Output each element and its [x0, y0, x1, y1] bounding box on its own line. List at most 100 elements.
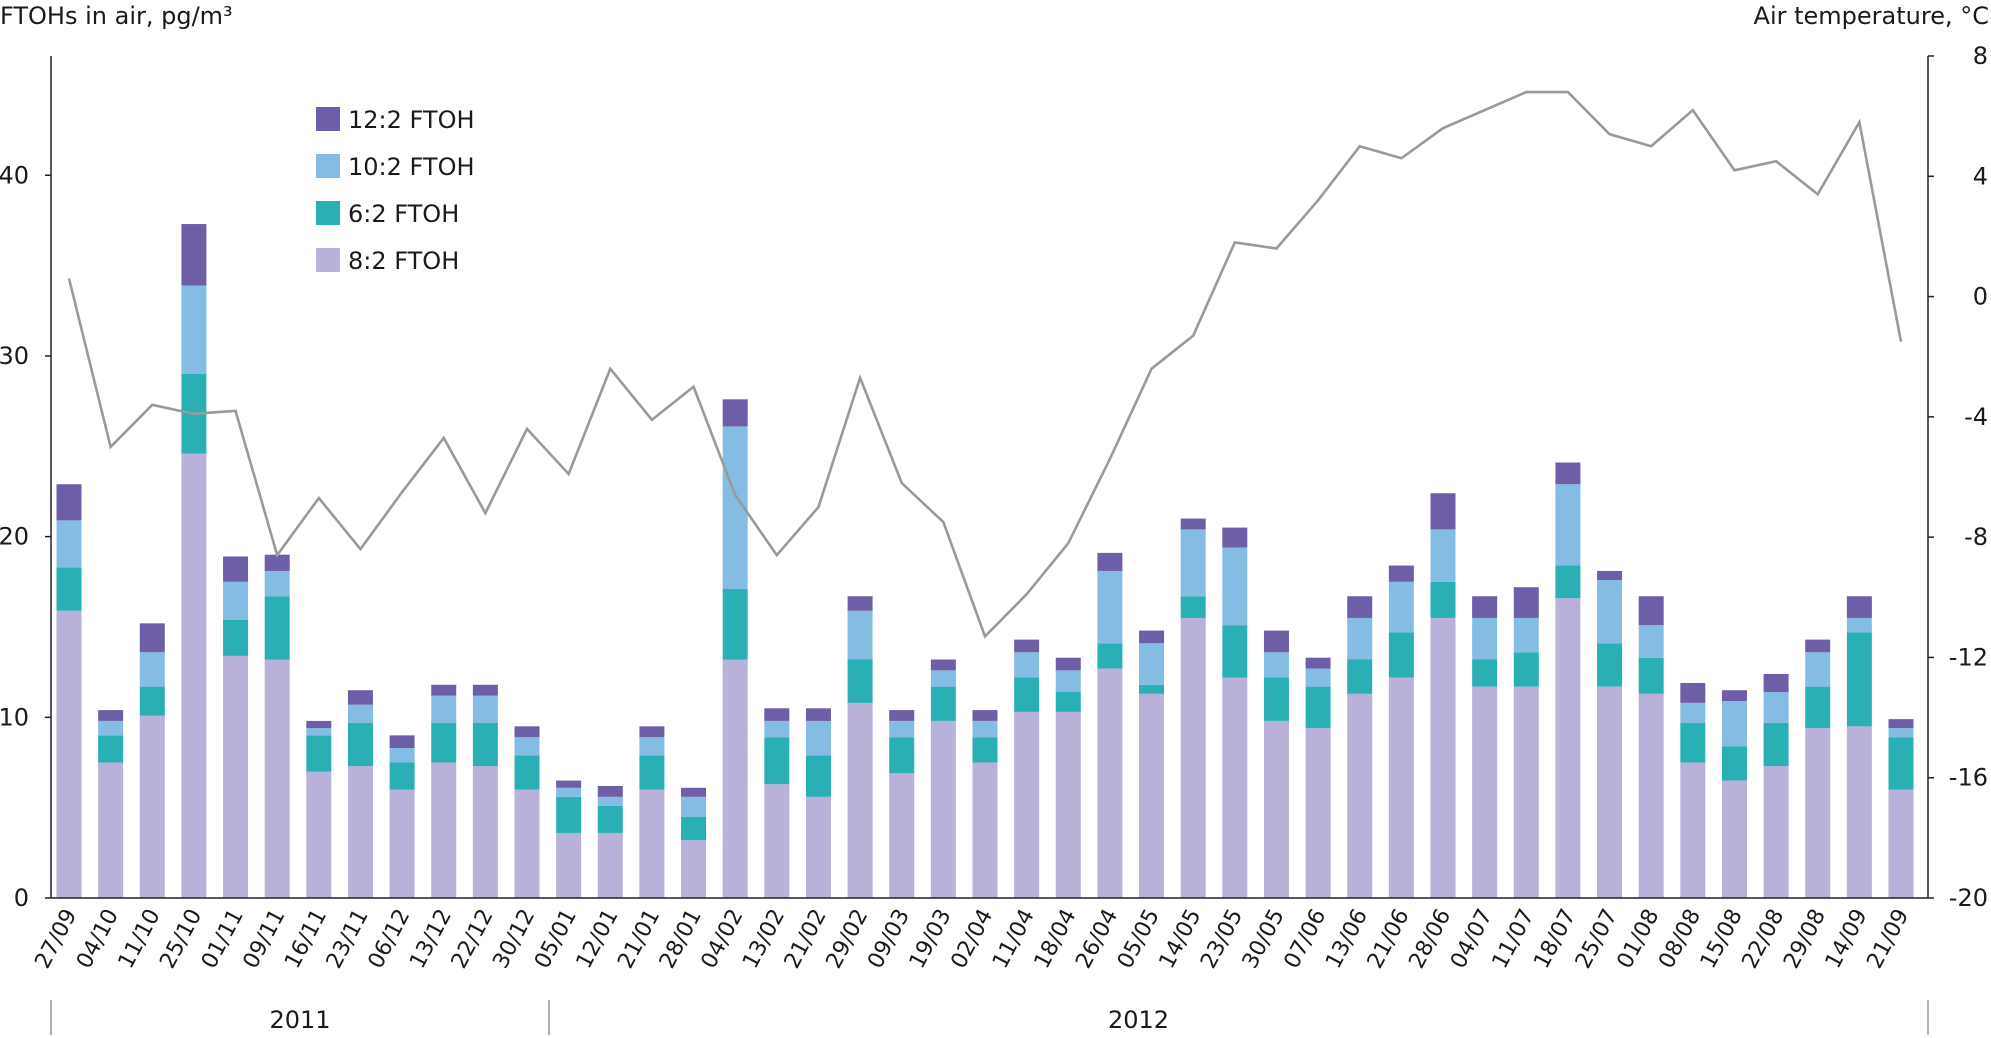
- bar-segment-6-2-ftoh: [431, 722, 457, 763]
- right-tick-label: -20: [1949, 884, 1988, 912]
- bar-segment-8-2-ftoh: [139, 715, 165, 898]
- bar-segment-10-2-ftoh: [1472, 617, 1498, 660]
- legend-swatch: [316, 248, 340, 272]
- bar-segment-12-2-ftoh: [347, 690, 373, 705]
- bar-segment-10-2-ftoh: [223, 581, 249, 620]
- bar-segment-10-2-ftoh: [347, 704, 373, 723]
- temperature-line: [67, 90, 1903, 639]
- bar-segment-6-2-ftoh: [681, 816, 707, 841]
- legend-label: 8:2 FTOH: [348, 247, 459, 275]
- bar-stack-13-02: [764, 708, 790, 898]
- bar-stack-01-11: [223, 556, 249, 898]
- bar-segment-10-2-ftoh: [1638, 625, 1664, 658]
- bar-segment-12-2-ftoh: [1763, 673, 1789, 693]
- bar-segment-10-2-ftoh: [514, 737, 540, 756]
- bar-segment-8-2-ftoh: [1597, 686, 1623, 898]
- bar-stack-04-02: [722, 399, 748, 898]
- bar-segment-10-2-ftoh: [306, 728, 332, 736]
- bar-stack-04-10: [98, 710, 124, 898]
- bar-segment-10-2-ftoh: [1721, 701, 1747, 747]
- bar-segment-12-2-ftoh: [1846, 596, 1872, 618]
- bar-segment-10-2-ftoh: [972, 720, 998, 738]
- bar-segment-10-2-ftoh: [681, 796, 707, 817]
- bar-segment-8-2-ftoh: [1721, 780, 1747, 898]
- bar-segment-8-2-ftoh: [1472, 686, 1498, 898]
- bar-segment-12-2-ftoh: [847, 596, 873, 611]
- bar-segment-8-2-ftoh: [681, 840, 707, 898]
- bar-segment-6-2-ftoh: [1388, 632, 1414, 678]
- bar-segment-12-2-ftoh: [930, 659, 956, 671]
- bar-segment-8-2-ftoh: [98, 762, 124, 898]
- bar-segment-10-2-ftoh: [1347, 617, 1373, 660]
- bar-segment-8-2-ftoh: [722, 659, 748, 898]
- bar-segment-10-2-ftoh: [472, 695, 498, 723]
- bar-segment-8-2-ftoh: [1555, 598, 1581, 898]
- bar-stack-23-05: [1222, 527, 1248, 898]
- bar-segment-12-2-ftoh: [264, 554, 290, 571]
- bar-segment-10-2-ftoh: [1305, 668, 1331, 687]
- bar-segment-6-2-ftoh: [1305, 686, 1331, 729]
- bar-segment-10-2-ftoh: [847, 610, 873, 660]
- bar-segment-8-2-ftoh: [306, 771, 332, 898]
- right-tick-label: -12: [1949, 643, 1988, 671]
- bar-stack-11-04: [1014, 639, 1040, 898]
- bar-stack-25-10: [181, 224, 207, 898]
- left-tick-label: 0: [14, 884, 29, 912]
- bar-segment-12-2-ftoh: [1347, 596, 1373, 618]
- bar-stack-15-08: [1721, 690, 1747, 898]
- bar-segment-6-2-ftoh: [1680, 722, 1706, 763]
- bar-segment-6-2-ftoh: [972, 737, 998, 763]
- bar-segment-6-2-ftoh: [1721, 746, 1747, 781]
- bar-segment-8-2-ftoh: [1638, 693, 1664, 898]
- right-tick-label: -8: [1964, 523, 1988, 551]
- bar-segment-10-2-ftoh: [805, 720, 831, 756]
- bar-segment-6-2-ftoh: [930, 686, 956, 721]
- right-tick-label: -16: [1949, 764, 1988, 792]
- legend-item: 8:2 FTOH: [316, 247, 459, 275]
- bar-segment-6-2-ftoh: [1222, 625, 1248, 678]
- bar-stack-14-09: [1846, 596, 1872, 898]
- left-tick-label: 30: [0, 342, 29, 370]
- bar-segment-8-2-ftoh: [472, 766, 498, 898]
- bar-segment-6-2-ftoh: [1014, 677, 1040, 712]
- bar-segment-12-2-ftoh: [1888, 719, 1914, 729]
- bar-segment-8-2-ftoh: [1347, 693, 1373, 898]
- bar-segment-12-2-ftoh: [1721, 690, 1747, 702]
- bar-segment-6-2-ftoh: [1888, 737, 1914, 790]
- bar-segment-6-2-ftoh: [1638, 657, 1664, 694]
- bar-stack-13-12: [431, 684, 457, 898]
- bar-segment-12-2-ftoh: [681, 787, 707, 797]
- bar-segment-12-2-ftoh: [1014, 639, 1040, 653]
- bar-segment-8-2-ftoh: [1846, 726, 1872, 898]
- bar-stack-16-11: [306, 720, 332, 898]
- bar-segment-8-2-ftoh: [431, 762, 457, 898]
- bar-segment-8-2-ftoh: [264, 659, 290, 898]
- bar-segment-6-2-ftoh: [1263, 677, 1289, 721]
- bar-segment-8-2-ftoh: [556, 832, 582, 898]
- bar-segment-6-2-ftoh: [556, 796, 582, 833]
- legend-item: 10:2 FTOH: [316, 153, 475, 181]
- bar-segment-10-2-ftoh: [181, 285, 207, 375]
- year-label: 2011: [269, 1006, 330, 1034]
- bar-segment-12-2-ftoh: [139, 623, 165, 653]
- bar-segment-6-2-ftoh: [139, 686, 165, 716]
- bar-segment-6-2-ftoh: [389, 762, 415, 790]
- bar-segment-6-2-ftoh: [1597, 643, 1623, 687]
- bar-segment-6-2-ftoh: [1472, 659, 1498, 687]
- bar-segment-8-2-ftoh: [181, 453, 207, 898]
- bar-segment-6-2-ftoh: [639, 755, 665, 790]
- bar-segment-8-2-ftoh: [514, 789, 540, 898]
- left-tick-label: 10: [0, 703, 29, 731]
- right-tick-label: -4: [1964, 403, 1988, 431]
- bar-segment-6-2-ftoh: [1805, 686, 1831, 729]
- bar-segment-6-2-ftoh: [1055, 692, 1081, 712]
- legend-swatch: [316, 201, 340, 225]
- bar-segment-8-2-ftoh: [889, 773, 915, 898]
- bar-stack-09-11: [264, 554, 290, 898]
- legend: 12:2 FTOH 10:2 FTOH 6:2 FTOH 8:2 FTOH: [316, 106, 475, 275]
- bar-stack-01-08: [1638, 596, 1664, 898]
- bar-segment-8-2-ftoh: [972, 762, 998, 898]
- legend-swatch: [316, 154, 340, 178]
- legend-swatch: [316, 107, 340, 131]
